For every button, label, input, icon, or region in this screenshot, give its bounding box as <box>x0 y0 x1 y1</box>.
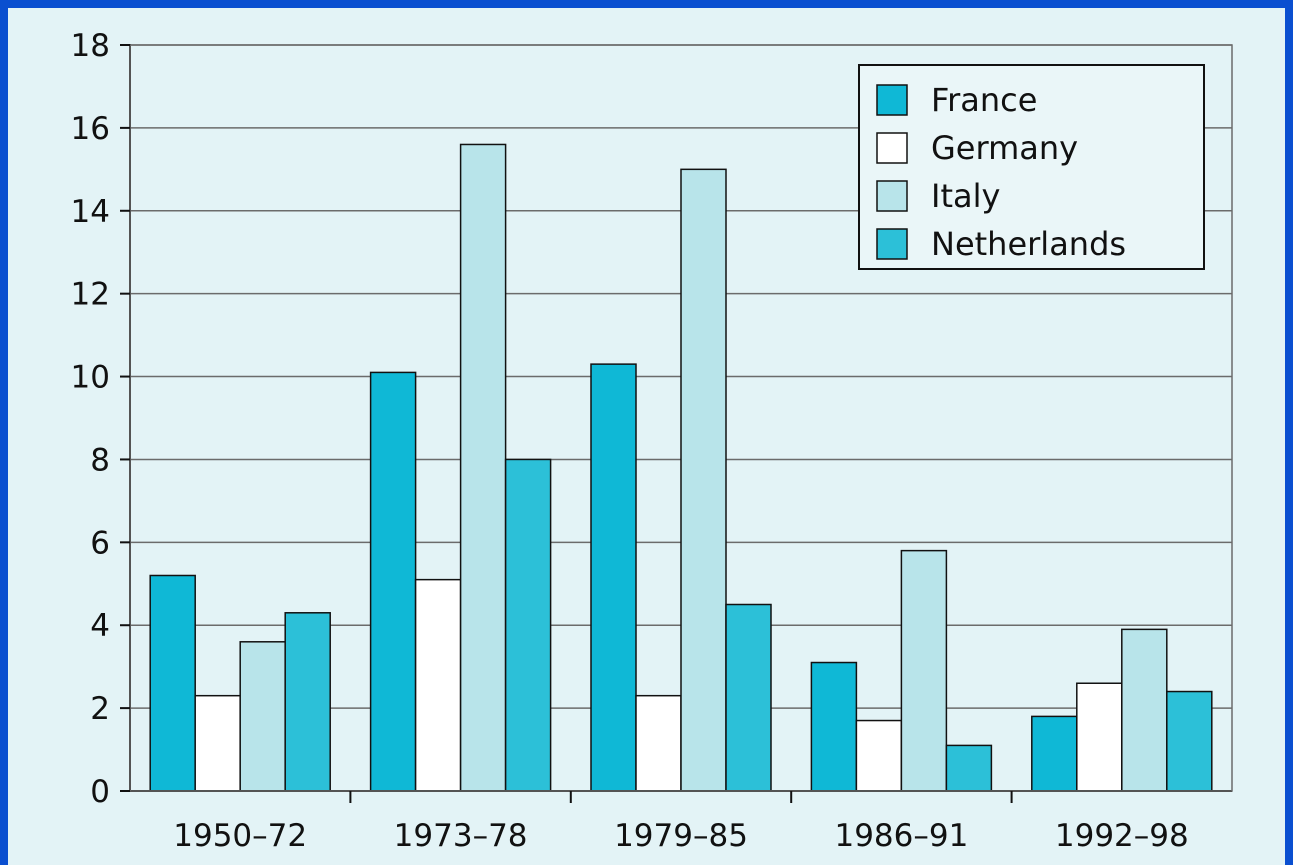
y-tick-label: 6 <box>90 525 110 561</box>
bar-france-1 <box>371 372 416 791</box>
bar-italy-1 <box>461 144 506 791</box>
legend: France Germany Italy Netherlands <box>859 65 1204 269</box>
y-tick-label: 10 <box>71 360 110 396</box>
y-tick-label: 0 <box>90 774 110 810</box>
legend-swatch-italy <box>877 181 907 211</box>
bar-germany-2 <box>636 696 681 791</box>
y-tick-label: 12 <box>71 277 110 313</box>
bar-netherlands-4 <box>1167 692 1212 791</box>
x-tick-label: 1973–78 <box>394 818 528 854</box>
bar-chart: 0 2 4 6 8 10 12 14 16 18 1950–72 1973–78 1979–85 198… <box>8 8 1285 865</box>
bar-netherlands-2 <box>726 605 771 792</box>
y-tick-label: 2 <box>90 691 110 727</box>
bar-netherlands-1 <box>506 459 551 791</box>
legend-swatch-germany <box>877 133 907 163</box>
y-tick-label: 18 <box>71 28 110 64</box>
y-tick-labels: 0 2 4 6 8 10 12 14 16 18 <box>71 28 110 810</box>
x-tick-label: 1979–85 <box>614 818 748 854</box>
bar-netherlands-0 <box>285 613 330 791</box>
bar-germany-4 <box>1077 683 1122 791</box>
legend-label-france: France <box>931 81 1037 119</box>
legend-label-germany: Germany <box>931 129 1078 167</box>
bar-germany-1 <box>416 580 461 791</box>
y-tick-label: 14 <box>71 194 110 230</box>
legend-swatch-france <box>877 85 907 115</box>
x-tick-labels: 1950–72 1973–78 1979–85 1986–91 1992–98 <box>173 818 1188 854</box>
bar-france-0 <box>150 575 195 791</box>
y-tick-label: 16 <box>71 111 110 147</box>
bar-italy-4 <box>1122 629 1167 791</box>
bar-italy-2 <box>681 169 726 791</box>
x-tick-label: 1992–98 <box>1055 818 1189 854</box>
bar-france-3 <box>811 663 856 791</box>
bar-france-4 <box>1032 716 1077 791</box>
x-tick-label: 1986–91 <box>834 818 968 854</box>
bar-germany-0 <box>195 696 240 791</box>
bar-italy-3 <box>901 551 946 791</box>
chart-frame: 0 2 4 6 8 10 12 14 16 18 1950–72 1973–78 1979–85 198… <box>8 8 1285 865</box>
bar-france-2 <box>591 364 636 791</box>
legend-label-netherlands: Netherlands <box>931 225 1126 263</box>
legend-label-italy: Italy <box>931 177 1000 215</box>
bar-italy-0 <box>240 642 285 791</box>
y-tick-label: 8 <box>90 442 110 478</box>
legend-swatch-netherlands <box>877 229 907 259</box>
y-tick-label: 4 <box>90 608 110 644</box>
x-tick-label: 1950–72 <box>173 818 307 854</box>
bar-netherlands-3 <box>946 745 991 791</box>
bar-germany-3 <box>856 721 901 791</box>
